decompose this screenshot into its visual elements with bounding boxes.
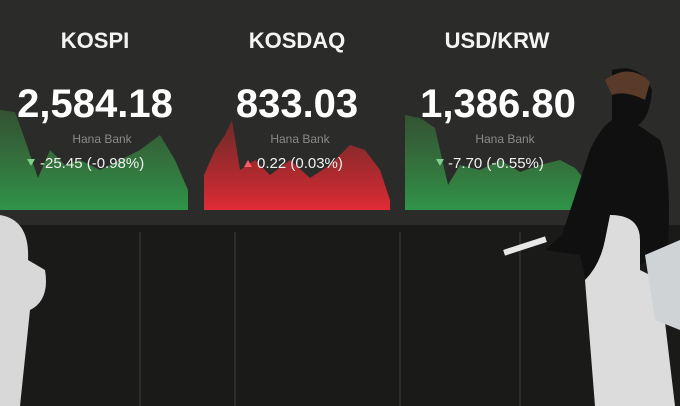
index-value: 2,584.18 bbox=[17, 82, 173, 126]
down-arrow bbox=[27, 159, 35, 166]
wall bbox=[0, 225, 680, 406]
bank-logo: Hana Bank bbox=[72, 132, 132, 146]
index-change: -25.45 (-0.98%) bbox=[40, 155, 144, 172]
sparkline-area bbox=[204, 120, 390, 210]
index-name: KOSDAQ bbox=[249, 28, 346, 53]
index-name: USD/KRW bbox=[445, 28, 550, 53]
bank-logo: Hana Bank bbox=[270, 132, 330, 146]
paper bbox=[503, 236, 547, 256]
index-change: -7.70 (-0.55%) bbox=[448, 155, 544, 172]
hair bbox=[605, 71, 650, 100]
sparkline-area bbox=[405, 115, 585, 210]
up-arrow bbox=[244, 160, 252, 167]
index-value: 833.03 bbox=[236, 82, 358, 126]
bank-logo: Hana Bank bbox=[475, 132, 535, 146]
chair bbox=[0, 215, 46, 406]
index-change: 0.22 (0.03%) bbox=[257, 155, 343, 172]
down-arrow bbox=[436, 159, 444, 166]
shirt bbox=[645, 240, 680, 330]
chair bbox=[585, 215, 675, 406]
index-name: KOSPI bbox=[61, 28, 129, 53]
index-value: 1,386.80 bbox=[420, 82, 576, 126]
sparkline-area bbox=[0, 110, 188, 210]
